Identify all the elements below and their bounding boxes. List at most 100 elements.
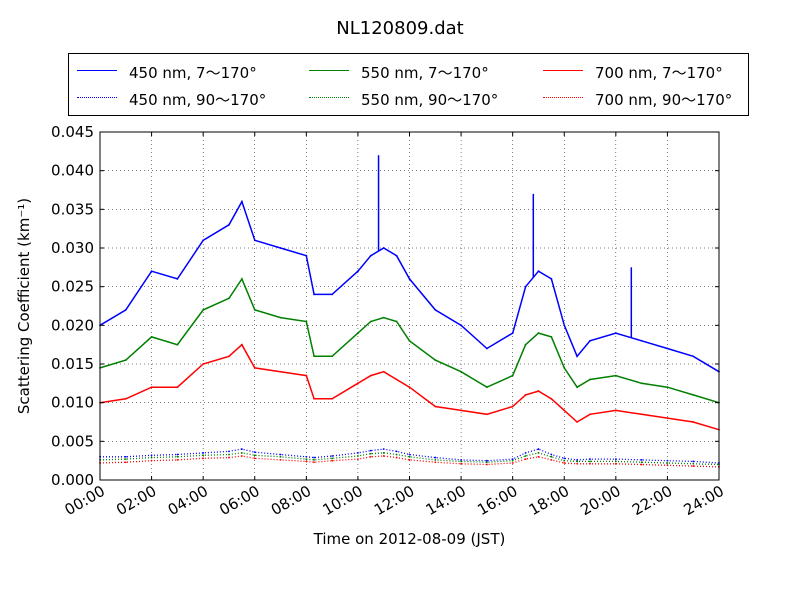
data-point [576, 458, 579, 461]
y-tick-label: 0.005 [51, 432, 94, 450]
data-point [434, 456, 437, 459]
data-point [279, 247, 282, 249]
data-point [550, 453, 553, 456]
data-point [150, 270, 153, 273]
data-point [357, 382, 359, 385]
data-point [369, 320, 372, 323]
data-point [369, 452, 372, 455]
data-point [692, 355, 695, 358]
data-point [305, 374, 308, 377]
y-tick-label: 0.025 [51, 278, 94, 296]
data-point [589, 458, 591, 461]
data-point [460, 460, 462, 463]
data-point [563, 324, 566, 327]
data-point [511, 458, 514, 461]
data-point [563, 366, 566, 369]
x-tick-label: 02:00 [113, 482, 159, 519]
data-point [124, 455, 127, 458]
data-point [576, 421, 579, 423]
data-point [124, 397, 127, 400]
data-point [240, 452, 243, 454]
data-point [550, 397, 553, 400]
data-point [485, 413, 488, 416]
data-point [305, 460, 308, 463]
legend-swatch [77, 97, 117, 98]
data-point [640, 339, 643, 342]
data-point [537, 390, 540, 392]
data-point [395, 450, 398, 453]
legend-swatch [543, 70, 583, 71]
data-point [124, 308, 127, 311]
data-point [253, 366, 256, 369]
data-point [176, 455, 179, 458]
data-point [253, 308, 256, 311]
data-point [692, 421, 695, 423]
data-point [253, 451, 256, 454]
data-point [313, 293, 315, 296]
data-point [279, 458, 282, 461]
data-point [124, 458, 127, 461]
data-point [511, 462, 514, 464]
data-point [408, 458, 411, 461]
data-point [666, 347, 669, 350]
data-point [228, 456, 230, 459]
data-point [511, 374, 514, 377]
data-point [485, 386, 488, 389]
x-tick-label: 18:00 [526, 482, 572, 519]
data-point [176, 453, 179, 456]
data-point [550, 455, 553, 458]
data-point [408, 339, 411, 342]
chart-legend: 450 nm, 7～170° 550 nm, 7～170° 700 nm, 7～… [68, 53, 749, 116]
data-point [176, 343, 179, 346]
data-point [434, 359, 437, 362]
data-point [511, 405, 514, 408]
data-point [240, 200, 243, 203]
data-point [395, 320, 398, 323]
legend-swatch [309, 70, 349, 71]
data-point [176, 458, 179, 461]
data-point [640, 382, 643, 385]
series-line [99, 277, 720, 404]
data-point [563, 462, 566, 464]
data-point [537, 332, 540, 334]
data-point [331, 455, 334, 457]
data-point [150, 336, 153, 338]
data-point [434, 405, 437, 408]
x-tick-label: 06:00 [216, 482, 262, 519]
data-point [589, 462, 591, 465]
x-tick-label: 04:00 [165, 482, 211, 519]
series-line [99, 343, 720, 431]
data-point [434, 308, 437, 311]
data-point [460, 370, 462, 373]
legend-swatch [77, 70, 117, 71]
data-point [305, 455, 308, 458]
data-point [240, 448, 243, 450]
data-point [666, 459, 669, 462]
data-point [408, 453, 411, 456]
data-point [524, 458, 527, 461]
data-point [202, 363, 205, 365]
data-point [434, 461, 437, 464]
data-point [550, 336, 553, 338]
y-tick-label: 0.015 [51, 355, 94, 373]
data-point [576, 355, 579, 358]
x-tick-label: 16:00 [474, 482, 520, 519]
legend-label: 550 nm, 7～170° [361, 64, 489, 82]
data-point [460, 409, 462, 412]
data-point [228, 450, 230, 453]
data-point [240, 455, 243, 457]
data-point [150, 454, 153, 457]
data-point [240, 278, 243, 280]
data-point [524, 455, 527, 457]
data-point [408, 386, 411, 389]
data-point [614, 460, 617, 463]
data-point [640, 458, 643, 461]
data-point [537, 452, 540, 454]
data-point [589, 339, 591, 342]
x-tick-label: 12:00 [371, 482, 417, 519]
data-point [369, 374, 372, 377]
data-point [240, 343, 243, 346]
data-point [692, 462, 695, 465]
data-point [692, 394, 695, 396]
y-tick-label: 0.010 [51, 394, 94, 412]
